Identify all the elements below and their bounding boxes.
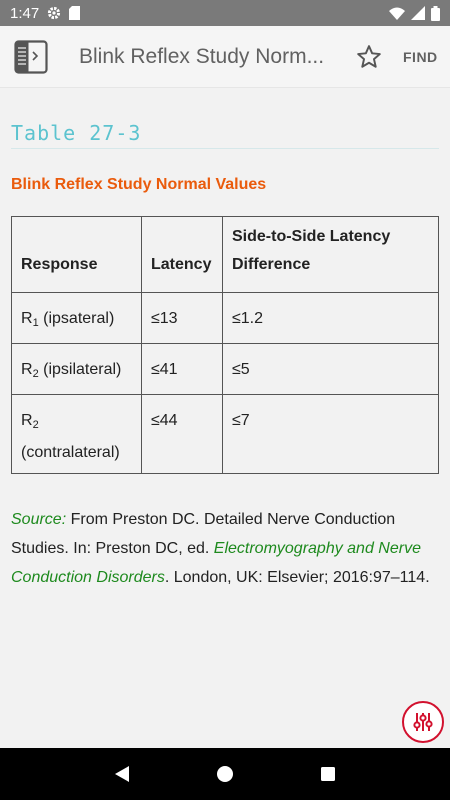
cell-latency: ≤44 xyxy=(141,394,223,474)
cell-response: R1 (ipsateral) xyxy=(11,292,142,344)
header-latency: Latency xyxy=(141,216,223,293)
book-icon[interactable] xyxy=(0,26,62,88)
source-citation: Source: From Preston DC. Detailed Nerve … xyxy=(11,505,439,592)
cell-difference: ≤7 xyxy=(222,394,439,474)
table-number: Table 27-3 xyxy=(11,121,142,145)
table-header-row: Response Latency Side-to-Side Latency Di… xyxy=(11,216,439,293)
cell-difference: ≤5 xyxy=(222,343,439,395)
cell-response: R2 (ipsilateral) xyxy=(11,343,142,395)
table-title: Blink Reflex Study Normal Values xyxy=(11,176,267,193)
page-title: Blink Reflex Study Norm... xyxy=(79,44,325,68)
cell-latency: ≤41 xyxy=(141,343,223,395)
signal-icon xyxy=(411,6,425,20)
header-difference: Side-to-Side Latency Difference xyxy=(222,216,439,293)
home-icon[interactable] xyxy=(205,754,245,794)
divider xyxy=(11,148,439,149)
sd-card-icon xyxy=(69,6,81,20)
wifi-icon xyxy=(389,7,405,20)
battery-icon xyxy=(431,5,440,21)
settings-sliders-icon[interactable] xyxy=(402,701,444,743)
recents-icon[interactable] xyxy=(308,754,348,794)
source-book-title: Electromyography and Nerve Conduction Di… xyxy=(11,540,421,586)
gear-icon xyxy=(47,6,61,20)
data-table: Response Latency Side-to-Side Latency Di… xyxy=(11,216,439,474)
cell-response: R2 (contralateral) xyxy=(11,394,142,474)
source-label: Source: xyxy=(11,511,67,528)
navigation-bar xyxy=(0,748,450,800)
header-response: Response xyxy=(11,216,142,293)
cell-difference: ≤1.2 xyxy=(222,292,439,344)
status-bar: 1:47 xyxy=(0,0,450,26)
star-icon[interactable] xyxy=(347,35,391,79)
cell-latency: ≤13 xyxy=(141,292,223,344)
table-row: R1 (ipsateral) ≤13 ≤1.2 xyxy=(11,292,439,344)
app-bar: Blink Reflex Study Norm... FIND xyxy=(0,26,450,88)
table-row: R2 (ipsilateral) ≤41 ≤5 xyxy=(11,343,439,395)
back-icon[interactable] xyxy=(102,754,142,794)
source-text: From Preston DC. Detailed Nerve Conducti… xyxy=(11,511,396,557)
status-time: 1:47 xyxy=(10,4,40,22)
source-text-end: . London, UK: Elsevier; 2016:97–114. xyxy=(164,569,430,586)
table-row: R2 (contralateral) ≤44 ≤7 xyxy=(11,394,439,474)
find-button[interactable]: FIND xyxy=(403,48,438,65)
